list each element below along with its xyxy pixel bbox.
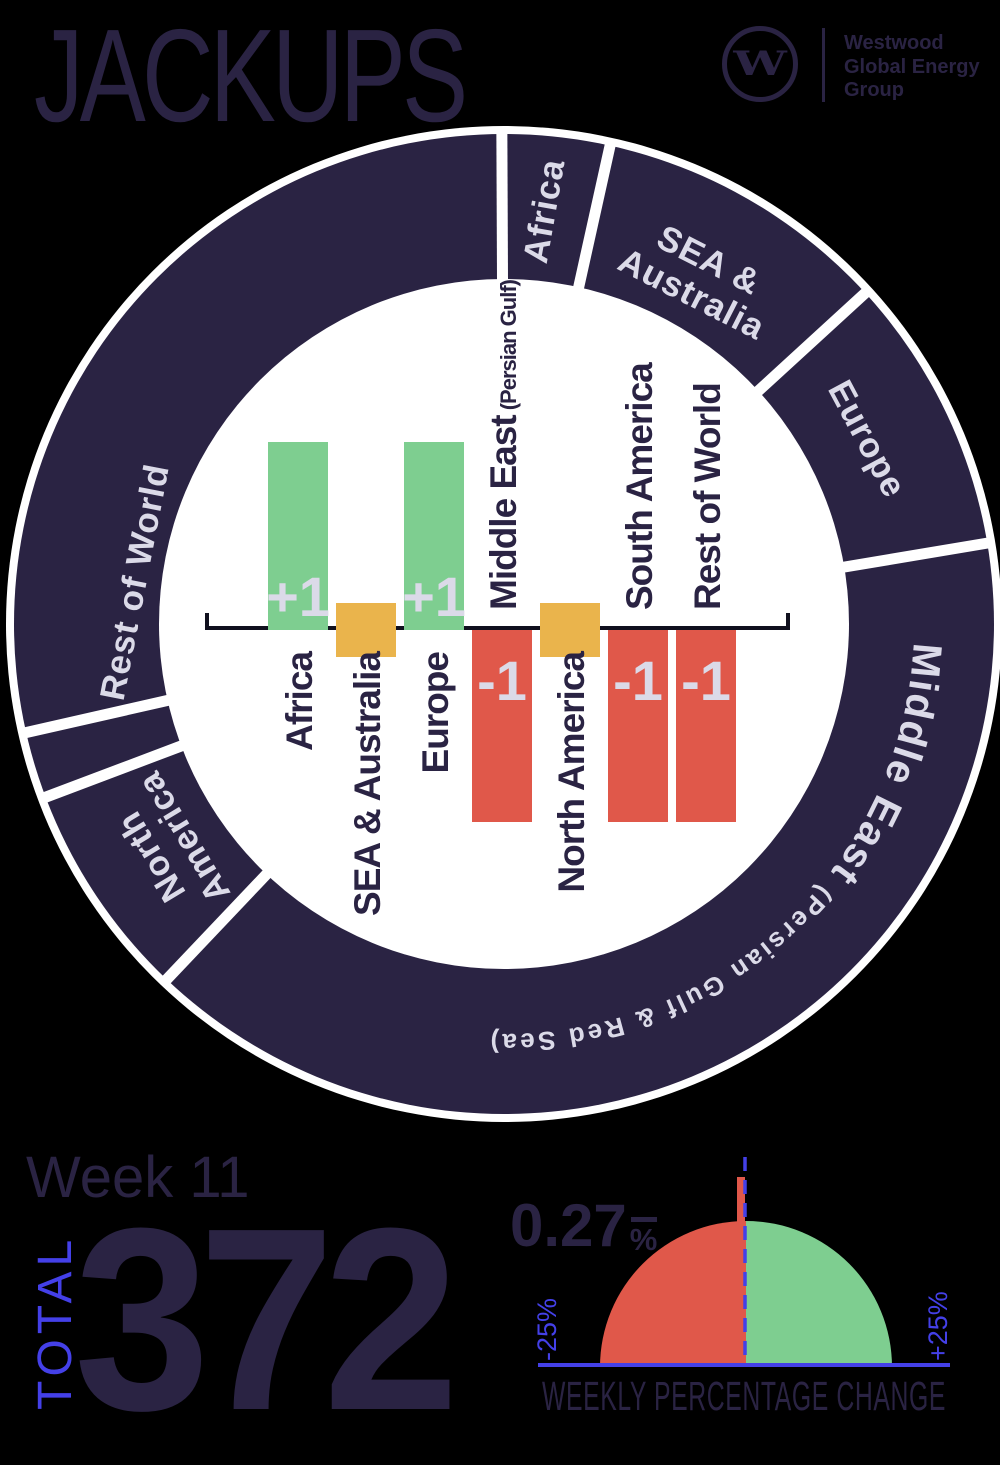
bar-zero bbox=[336, 603, 396, 657]
logo-divider bbox=[822, 28, 825, 102]
pct-change: 0.27 % bbox=[510, 1196, 657, 1256]
gauge-min-label: -25% bbox=[532, 1298, 562, 1361]
bar-category-label: North America bbox=[551, 651, 592, 893]
page-title: JACKUPS bbox=[34, 2, 468, 149]
pct-value: 0.27 bbox=[510, 1192, 627, 1259]
bar-value-label: -1 bbox=[681, 649, 731, 712]
logo-line-3: Group bbox=[844, 79, 904, 102]
segment-gap bbox=[570, 138, 617, 300]
pct-overbar bbox=[630, 1217, 657, 1223]
segment-gap bbox=[496, 127, 509, 291]
segment-gap bbox=[746, 284, 874, 403]
gauge-needle bbox=[737, 1177, 745, 1261]
logo-monogram-circle: W bbox=[722, 26, 798, 102]
bar-negative bbox=[608, 630, 668, 822]
week-label: Week 11 bbox=[26, 1145, 250, 1210]
gauge-left-half bbox=[600, 1221, 746, 1367]
pct-unit-wrap: % bbox=[629, 1217, 658, 1258]
bar-value-label: -1 bbox=[477, 649, 527, 712]
bar-category-label: Rest of World bbox=[687, 383, 728, 610]
gauge-max-label: +25% bbox=[923, 1291, 953, 1361]
bar-value-label: +1 bbox=[402, 565, 466, 628]
segment-gap bbox=[38, 736, 194, 805]
bar-negative bbox=[676, 630, 736, 822]
bar-negative bbox=[472, 630, 532, 822]
segment-gap bbox=[832, 536, 995, 575]
gauge-axis-title: WEEKLY PERCENTAGE CHANGE bbox=[542, 1373, 946, 1419]
logo-w-icon: W bbox=[733, 44, 787, 84]
bar-category-label: Europe bbox=[415, 652, 456, 774]
segment-gap bbox=[19, 692, 180, 740]
bar-positive bbox=[268, 442, 328, 630]
bar-value-label: -1 bbox=[613, 649, 663, 712]
bar-category-label: Africa bbox=[279, 651, 320, 751]
logo-company-name: Westwood Global Energy Group bbox=[844, 32, 980, 103]
bar-category-label: SEA & Australia bbox=[347, 651, 388, 916]
segment-gap bbox=[158, 862, 279, 988]
pct-unit: % bbox=[629, 1222, 658, 1258]
bar-category-label: Middle East (Persian Gulf) bbox=[483, 279, 524, 610]
bar-positive bbox=[404, 442, 464, 630]
gauge-right-half bbox=[746, 1221, 892, 1367]
logo-line-1: Westwood bbox=[844, 32, 944, 54]
bar-value-label: +1 bbox=[266, 565, 330, 628]
logo-line-2: Global Energy bbox=[844, 55, 980, 78]
bar-category-label: South America bbox=[619, 362, 660, 610]
total-value: 372 bbox=[74, 1175, 459, 1465]
bar-zero bbox=[540, 603, 600, 657]
